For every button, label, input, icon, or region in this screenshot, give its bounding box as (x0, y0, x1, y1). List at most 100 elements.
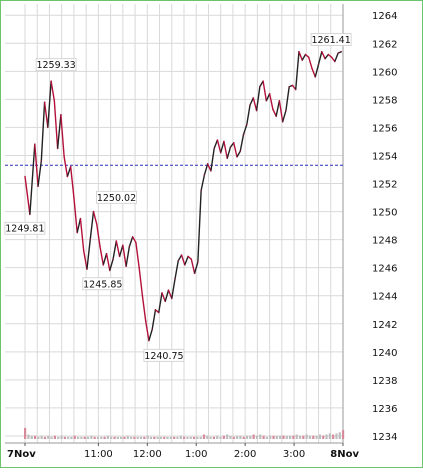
volume-bar (47, 435, 50, 439)
price-point (330, 56, 333, 58)
volume-bar (123, 436, 126, 439)
volume-bar (202, 434, 206, 439)
volume-bar (308, 435, 312, 439)
price-segment (278, 100, 284, 123)
price-point (43, 101, 46, 103)
x-tick-label: 12:00 (133, 449, 162, 460)
volume-bar (24, 427, 27, 439)
price-segment (40, 101, 46, 162)
price-segment (89, 210, 95, 241)
volume-bar (226, 434, 229, 439)
price-segment (184, 255, 189, 266)
volume-bar (176, 436, 179, 439)
volume-bar (209, 436, 212, 439)
callout-label: 1261.41 (311, 35, 350, 46)
volume-bar (90, 435, 93, 439)
price-point (37, 185, 39, 187)
price-point (53, 100, 55, 102)
volume-bar (63, 436, 66, 439)
price-segment (105, 252, 111, 272)
price-segment (272, 108, 277, 117)
volume-bar (146, 435, 149, 439)
volume-bar (342, 430, 345, 439)
price-point (213, 147, 215, 150)
volume-bar (183, 436, 186, 439)
y-tick-label: 1248 (372, 236, 397, 247)
volume-bar (295, 434, 298, 439)
price-point (239, 150, 241, 152)
volume-bar (149, 436, 153, 439)
volume-bar (80, 436, 83, 439)
volume-bar (318, 434, 322, 439)
price-segment (43, 101, 49, 129)
price-point (63, 156, 65, 158)
price-point (112, 258, 114, 260)
price-point (311, 67, 313, 70)
volume-bar (110, 436, 113, 439)
volume-bar (212, 436, 216, 439)
price-segment (324, 53, 330, 60)
callout-box (4, 221, 46, 235)
volume-bar (153, 436, 156, 439)
price-point (317, 63, 320, 65)
price-point (145, 320, 147, 322)
price-callout: 1240.75 (143, 348, 185, 362)
price-segment (239, 133, 245, 152)
price-segment (174, 259, 179, 280)
callout-label: 1250.02 (97, 193, 136, 204)
price-point (47, 126, 49, 129)
price-segment (265, 93, 271, 102)
price-point (161, 292, 163, 294)
x-tick-label: 11:00 (84, 449, 113, 460)
volume-bar (43, 436, 47, 439)
x-tick-label: 1:00 (185, 449, 207, 460)
price-point (295, 88, 297, 91)
price-point (340, 51, 342, 53)
price-point (301, 59, 303, 61)
callout-box (35, 58, 77, 72)
price-point (83, 250, 85, 252)
price-segment (115, 240, 121, 258)
price-segment (314, 63, 320, 78)
callout-label: 1240.75 (144, 351, 183, 362)
volume-bar (265, 436, 269, 439)
price-point (109, 269, 111, 272)
price-point (66, 175, 68, 178)
price-segment (295, 50, 300, 91)
volume-bar (27, 434, 30, 439)
price-segment (301, 53, 307, 61)
y-tick-label: 1240 (372, 348, 397, 359)
price-segment (246, 104, 251, 126)
callout-box (310, 33, 352, 46)
price-segment (190, 258, 196, 274)
price-point (291, 84, 294, 86)
price-point (79, 217, 82, 220)
x-tick-label: 8Nov (330, 449, 359, 460)
volume-bar (159, 436, 163, 439)
price-point (249, 104, 251, 106)
volume-bar (116, 436, 119, 439)
price-point (184, 264, 186, 266)
volume-bar (50, 436, 53, 439)
price-segment (83, 250, 88, 270)
price-point (282, 121, 284, 123)
volume-bar (222, 435, 225, 439)
price-point (327, 53, 329, 56)
price-segment (99, 245, 104, 266)
price-segment (29, 143, 36, 216)
price-point (115, 240, 117, 242)
volume-bar (130, 436, 133, 439)
volume-layer (24, 427, 345, 439)
price-point (73, 196, 75, 199)
price-segment (252, 97, 258, 112)
price-segment (177, 254, 183, 262)
price-segment (249, 97, 255, 106)
y-tick-label: 1238 (372, 376, 397, 387)
price-segment (334, 52, 339, 63)
volume-bar (206, 435, 209, 439)
price-callout: 1261.41 (310, 33, 352, 46)
y-tick-label: 1252 (372, 180, 397, 191)
volume-bar (199, 436, 202, 439)
price-segment (125, 245, 131, 267)
price-point (321, 51, 323, 53)
